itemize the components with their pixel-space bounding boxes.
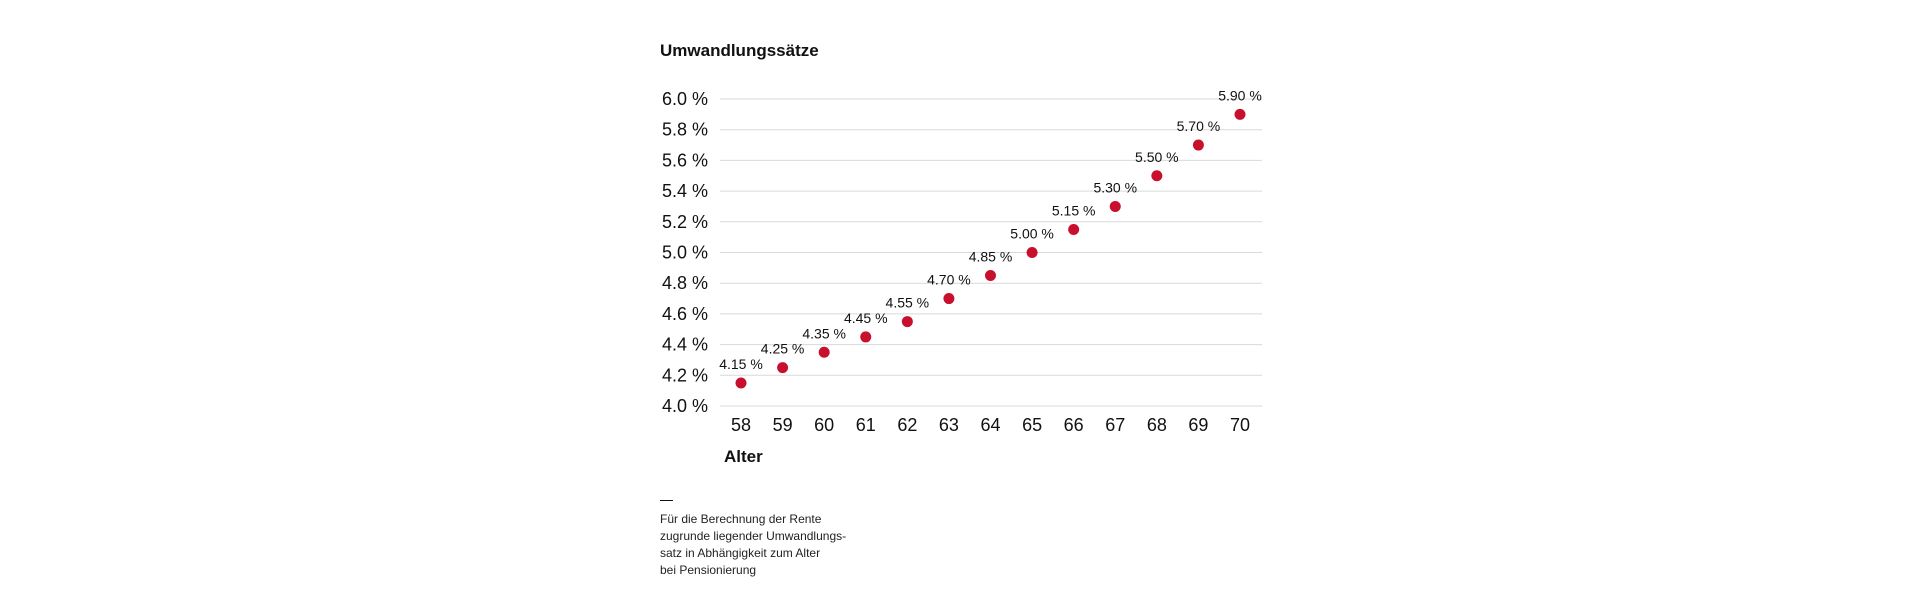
data-point (901, 316, 913, 328)
data-label: 4.35 % (802, 325, 846, 341)
footnote: Für die Berechnung der Rente zugrunde li… (660, 500, 920, 579)
y-tick-label: 4.0 % (662, 396, 708, 416)
x-tick-label: 62 (897, 415, 917, 435)
data-point (1234, 108, 1246, 120)
data-point (777, 362, 789, 374)
data-label: 4.55 % (886, 295, 930, 311)
x-axis-ticks: 58 59 60 61 62 63 64 65 66 67 68 69 70 (731, 415, 1250, 435)
x-tick-label: 63 (939, 415, 959, 435)
chart-title: Umwandlungssätze (660, 41, 819, 60)
x-tick-label: 68 (1147, 415, 1167, 435)
y-tick-label: 5.4 % (662, 181, 708, 201)
footnote-line: bei Pensionierung (660, 563, 757, 577)
data-label: 5.00 % (1010, 226, 1054, 242)
y-tick-label: 4.4 % (662, 335, 708, 355)
x-tick-label: 60 (814, 415, 834, 435)
x-tick-label: 65 (1022, 415, 1042, 435)
y-tick-label: 6.0 % (662, 89, 708, 109)
data-label: 5.50 % (1135, 149, 1179, 165)
data-point (1026, 247, 1038, 258)
data-label: 4.15 % (719, 356, 763, 372)
y-tick-label: 4.6 % (662, 304, 708, 324)
data-point (735, 377, 747, 389)
data-point (1192, 139, 1204, 151)
data-label: 5.30 % (1093, 179, 1137, 195)
data-point (985, 270, 996, 282)
data-points (735, 108, 1246, 389)
y-tick-label: 5.6 % (662, 150, 708, 170)
x-tick-label: 59 (773, 415, 793, 435)
data-label: 4.45 % (844, 310, 888, 326)
x-tick-label: 67 (1105, 415, 1125, 435)
footnote-line: zugrunde liegender Umwandlungs- (660, 529, 847, 543)
x-axis-label: Alter (724, 447, 763, 466)
gridlines (720, 98, 1262, 407)
footnote-dash (660, 500, 673, 501)
y-tick-label: 5.0 % (662, 243, 708, 263)
data-label: 5.15 % (1052, 202, 1096, 218)
data-label: 5.70 % (1177, 118, 1221, 134)
data-point (1109, 200, 1121, 212)
data-point (943, 293, 955, 305)
data-labels: 4.15 %4.25 %4.35 %4.45 %4.55 % 4.70 % 4.85… (719, 87, 1262, 372)
data-point (1068, 223, 1080, 235)
footnote-line: Für die Berechnung der Rente (660, 512, 822, 526)
y-axis-ticks: 4.0 % 4.2 % 4.4 % 4.6 % 4.8 % 5.0 % 5.2 % 5.4 %… (662, 89, 708, 416)
x-tick-label: 61 (856, 415, 876, 435)
data-label: 5.90 % (1218, 87, 1262, 103)
y-tick-label: 5.2 % (662, 212, 708, 232)
data-point (1151, 170, 1163, 182)
x-tick-label: 70 (1230, 415, 1250, 435)
x-tick-label: 66 (1064, 415, 1084, 435)
x-tick-label: 69 (1188, 415, 1208, 435)
y-tick-label: 4.2 % (662, 365, 708, 385)
y-tick-label: 5.8 % (662, 120, 708, 140)
x-tick-label: 64 (980, 415, 1000, 435)
y-tick-label: 4.8 % (662, 273, 708, 293)
data-point (860, 331, 872, 343)
data-label: 4.70 % (927, 272, 971, 288)
data-point (818, 346, 830, 358)
footnote-line: satz in Abhängigkeit zum Alter (660, 546, 821, 560)
x-tick-label: 58 (731, 415, 751, 435)
data-label: 4.25 % (761, 341, 805, 357)
data-label: 4.85 % (969, 249, 1013, 265)
